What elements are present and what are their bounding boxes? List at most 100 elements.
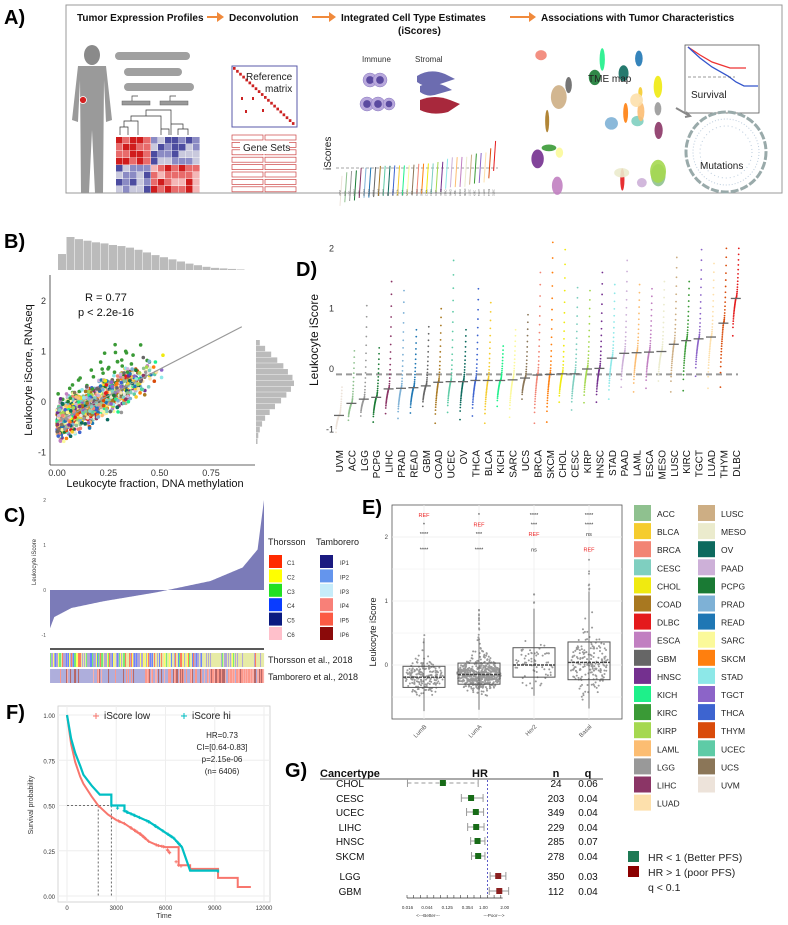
data-point	[481, 681, 484, 684]
scatter-point	[72, 390, 77, 395]
data-point	[476, 353, 479, 356]
data-point	[605, 664, 608, 667]
tamborero-track-cell	[154, 669, 156, 683]
data-point	[441, 678, 444, 681]
data-point	[439, 674, 442, 677]
data-point	[415, 348, 417, 350]
data-point	[597, 665, 600, 668]
heatmap-cell	[158, 165, 165, 172]
gene-set-box	[231, 186, 264, 193]
tamborero-track-cell	[236, 669, 238, 683]
tamborero-track-cell	[66, 669, 68, 683]
data-point	[586, 683, 589, 686]
legend-label: KICH	[657, 690, 677, 700]
data-point	[475, 686, 478, 689]
track-label-tamborero: Tamborero et al., 2018	[268, 672, 358, 682]
data-point	[531, 687, 534, 690]
data-point	[675, 266, 678, 269]
data-point	[463, 676, 466, 679]
data-point	[388, 380, 391, 383]
tamborero-track-cell	[59, 669, 61, 683]
q-value: 0.04	[578, 808, 598, 819]
data-point	[624, 339, 627, 342]
data-point	[529, 649, 532, 652]
data-point	[469, 670, 472, 673]
mini-tick-label: READ	[368, 189, 371, 196]
tamborero-track-cell	[93, 669, 95, 683]
data-point	[416, 668, 419, 671]
data-point	[683, 352, 686, 355]
data-point	[479, 664, 482, 667]
scatter-point	[139, 379, 143, 384]
data-point	[360, 411, 362, 414]
data-point	[722, 326, 724, 329]
tamborero-track-cell	[135, 669, 137, 683]
scatter-point	[119, 358, 124, 362]
data-point	[579, 668, 582, 671]
thorsson-track-cell	[103, 653, 105, 667]
tamborero-track-cell	[96, 669, 98, 683]
thorsson-track-cell	[262, 653, 264, 667]
x-tick-label: LIHC	[385, 450, 396, 473]
scatter-point	[74, 402, 78, 407]
tamborero-track-cell	[234, 669, 236, 683]
tamborero-track-cell	[61, 669, 63, 683]
n-value: 278	[548, 852, 565, 863]
tme-cluster	[550, 85, 567, 110]
tamborero-track-cell	[104, 669, 106, 683]
heatmap-cell	[123, 186, 130, 193]
heatmap-cell	[137, 144, 144, 151]
data-point	[723, 314, 726, 317]
heatmap-cell	[151, 172, 158, 179]
cancer-type-column	[606, 283, 617, 401]
data-point	[521, 393, 524, 396]
thorsson-track-cell	[120, 653, 122, 667]
dendrogram	[119, 109, 189, 135]
tamborero-track-cell	[75, 669, 77, 683]
heatmap-cell	[116, 144, 123, 151]
data-point	[550, 328, 553, 330]
data-point	[577, 639, 580, 642]
data-point	[722, 324, 725, 327]
x-tick-label: 0	[65, 906, 69, 912]
tamborero-track-cell	[163, 669, 165, 683]
data-point	[452, 273, 455, 276]
data-point	[662, 316, 665, 319]
thorsson-track-cell	[215, 653, 217, 667]
data-point	[588, 322, 591, 325]
heatmap-cell	[137, 151, 144, 158]
data-point	[675, 293, 678, 296]
tamborero-track-cell	[50, 669, 52, 683]
data-point	[526, 328, 529, 331]
data-point	[365, 315, 368, 318]
data-point	[586, 630, 589, 633]
data-point	[488, 361, 491, 364]
scatter-point	[82, 395, 86, 400]
legend-swatch	[634, 667, 651, 684]
heatmap-cell	[165, 158, 172, 165]
tamborero-track-cell	[207, 669, 209, 683]
thorsson-track-cell	[209, 653, 211, 667]
data-point	[712, 300, 715, 302]
data-point	[581, 683, 584, 686]
data-point	[529, 682, 532, 685]
data-point	[388, 382, 391, 385]
data-point	[695, 360, 697, 363]
data-point	[699, 322, 701, 324]
scatter-point	[137, 371, 142, 375]
data-point	[675, 256, 678, 259]
data-point	[414, 362, 417, 365]
heatmap-cell	[130, 172, 137, 179]
thorsson-track-cell	[112, 653, 114, 667]
data-point	[488, 677, 491, 680]
data-point	[385, 401, 388, 404]
thorsson-track-cell	[162, 653, 164, 667]
tamborero-track-cell	[139, 669, 141, 683]
data-point	[588, 315, 591, 318]
thorsson-track-cell	[83, 653, 85, 667]
thorsson-track-cell	[254, 653, 256, 667]
data-point	[720, 357, 722, 360]
thorsson-track-cell	[185, 653, 187, 667]
tamborero-track-cell	[155, 669, 157, 683]
scatter-point	[61, 439, 66, 444]
